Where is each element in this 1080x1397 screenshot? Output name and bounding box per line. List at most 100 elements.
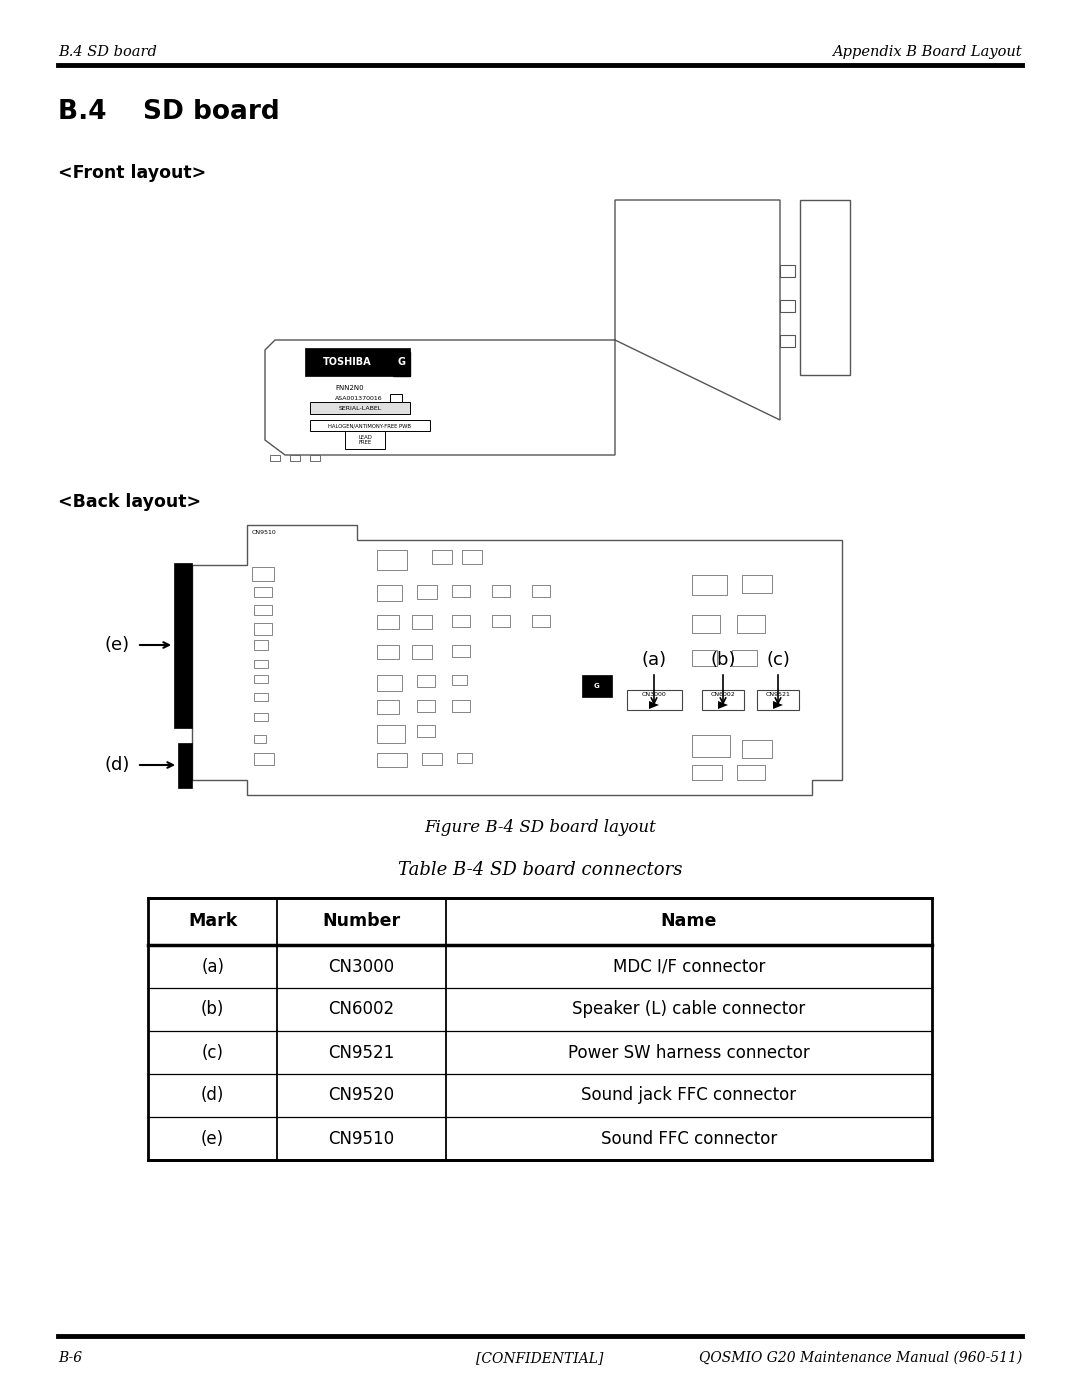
Bar (377, 585, 402, 601)
Bar (377, 700, 399, 714)
Polygon shape (265, 200, 780, 455)
Text: (b): (b) (711, 651, 735, 669)
Text: Sound jack FFC connector: Sound jack FFC connector (581, 1087, 797, 1105)
Bar (492, 615, 510, 627)
Bar (254, 693, 268, 701)
Text: B-6: B-6 (58, 1351, 82, 1365)
Text: HALOGEN/ANTIMONY-FREE PWB: HALOGEN/ANTIMONY-FREE PWB (328, 423, 411, 429)
Text: CN9510: CN9510 (252, 531, 276, 535)
Bar (453, 615, 470, 627)
Text: CN3000: CN3000 (328, 957, 394, 975)
Bar (742, 576, 772, 592)
Bar (178, 743, 192, 788)
Bar (692, 576, 727, 595)
Text: LEAD
FREE: LEAD FREE (359, 434, 372, 446)
Bar (702, 690, 744, 710)
Text: (a): (a) (201, 957, 225, 975)
Bar (377, 753, 407, 767)
Polygon shape (718, 701, 728, 710)
Text: CN9521: CN9521 (328, 1044, 395, 1062)
Text: CN6002: CN6002 (711, 693, 735, 697)
Polygon shape (192, 525, 842, 795)
Text: (e): (e) (105, 636, 130, 654)
Bar (692, 735, 730, 757)
Bar (457, 753, 472, 763)
Polygon shape (393, 352, 410, 376)
Text: CN6002: CN6002 (328, 1000, 394, 1018)
Bar (254, 712, 268, 721)
Polygon shape (649, 701, 659, 710)
Text: CN9521: CN9521 (766, 693, 791, 697)
Bar (532, 585, 550, 597)
Bar (148, 898, 932, 1160)
Bar (732, 650, 757, 666)
Bar (742, 740, 772, 759)
Bar (291, 455, 300, 461)
Bar (757, 690, 799, 710)
Bar (422, 753, 442, 766)
Text: (e): (e) (201, 1130, 225, 1147)
Bar (377, 550, 407, 570)
Bar (453, 585, 470, 597)
Bar (453, 675, 467, 685)
Text: Power SW harness connector: Power SW harness connector (568, 1044, 810, 1062)
Bar (411, 615, 432, 629)
Bar (377, 615, 399, 629)
Bar (417, 585, 437, 599)
Bar (417, 725, 435, 738)
Bar (692, 615, 720, 633)
Bar (737, 766, 765, 780)
Bar (310, 420, 430, 432)
Bar (390, 394, 402, 402)
Bar (692, 766, 723, 780)
Text: CN9510: CN9510 (328, 1130, 394, 1147)
Bar (377, 645, 399, 659)
Bar (252, 567, 274, 581)
Bar (411, 645, 432, 659)
Bar (254, 675, 268, 683)
Bar (627, 690, 681, 710)
Bar (462, 550, 482, 564)
Bar (305, 348, 410, 376)
Text: G: G (594, 683, 599, 689)
Bar (582, 675, 612, 697)
Bar (377, 675, 402, 692)
Bar (377, 725, 405, 743)
Bar (345, 432, 384, 448)
Bar (492, 585, 510, 597)
Bar (453, 700, 470, 712)
Text: CN9520: CN9520 (328, 1087, 394, 1105)
Bar (532, 615, 550, 627)
Text: <Front layout>: <Front layout> (58, 163, 206, 182)
Text: Sound FFC connector: Sound FFC connector (600, 1130, 778, 1147)
Text: TOSHIBA: TOSHIBA (323, 358, 372, 367)
Text: (a): (a) (642, 651, 666, 669)
Text: (d): (d) (201, 1087, 225, 1105)
Text: FNN2N0: FNN2N0 (335, 386, 364, 391)
Bar (254, 605, 272, 615)
Bar (417, 700, 435, 712)
Bar (780, 265, 795, 277)
Text: SERIAL-LABEL: SERIAL-LABEL (338, 405, 381, 411)
Bar (254, 735, 266, 743)
Text: Appendix B Board Layout: Appendix B Board Layout (833, 45, 1022, 59)
Text: (d): (d) (105, 756, 130, 774)
Bar (254, 640, 268, 650)
Text: [CONFIDENTIAL]: [CONFIDENTIAL] (476, 1351, 604, 1365)
Text: B.4 SD board: B.4 SD board (58, 45, 157, 59)
Text: (c): (c) (202, 1044, 224, 1062)
Bar (417, 675, 435, 687)
Text: MDC I/F connector: MDC I/F connector (612, 957, 765, 975)
Bar (270, 455, 280, 461)
Polygon shape (773, 701, 783, 710)
Text: G: G (397, 358, 405, 367)
Bar (432, 550, 453, 564)
Bar (254, 659, 268, 668)
Bar (254, 753, 274, 766)
Text: Number: Number (323, 912, 401, 930)
Text: Mark: Mark (188, 912, 238, 930)
Bar (174, 563, 192, 728)
Bar (254, 623, 272, 636)
Text: (c): (c) (766, 651, 789, 669)
Text: (b): (b) (201, 1000, 225, 1018)
